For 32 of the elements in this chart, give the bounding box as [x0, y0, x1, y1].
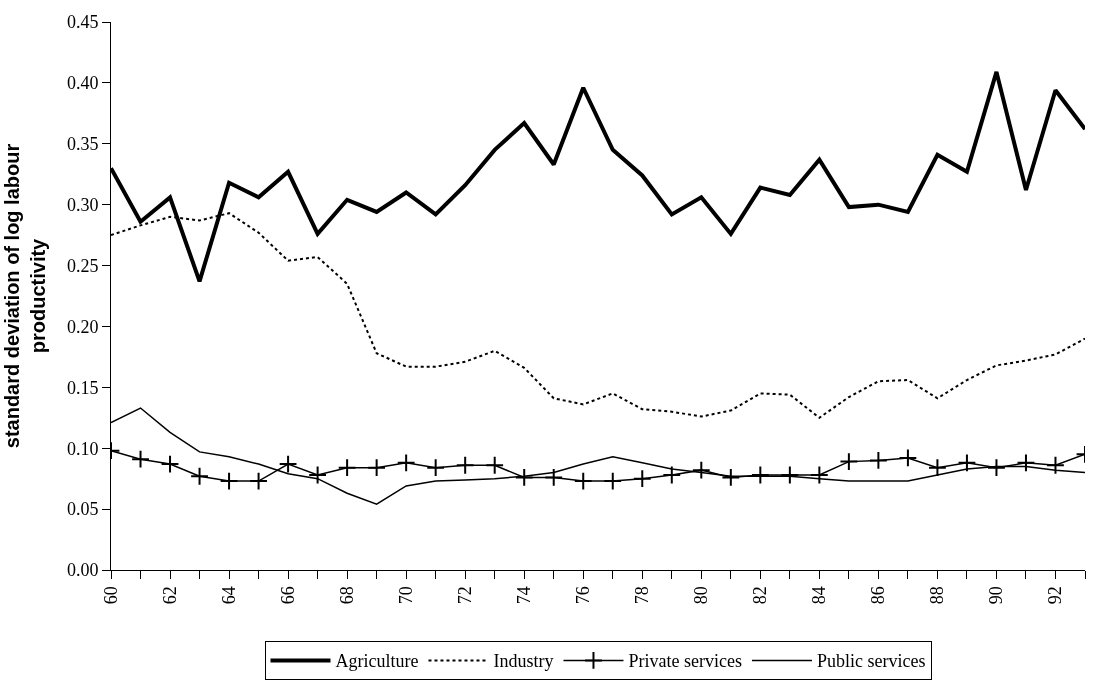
y-tick-label: 0.35 — [66, 134, 99, 155]
x-tick-label: 92 — [1045, 586, 1066, 605]
y-tick-label: 0.30 — [66, 194, 99, 215]
x-tick-label: 64 — [218, 586, 239, 605]
y-axis-title: standard deviation of log labour productivity — [1, 143, 50, 449]
x-tick-label: 70 — [396, 586, 416, 605]
x-tick-label: 72 — [455, 586, 476, 605]
legend-label: Private services — [628, 651, 742, 672]
x-tick-label: 68 — [336, 586, 357, 605]
y-tick-label: 0.45 — [66, 12, 99, 33]
x-tick-label: 80 — [691, 586, 712, 605]
y-tick-label: 0.00 — [66, 560, 99, 581]
x-tick-label: 82 — [750, 586, 771, 605]
x-tick-label: 66 — [277, 586, 298, 605]
y-tick-label: 0.10 — [66, 438, 99, 459]
x-tick-label: 84 — [809, 586, 830, 605]
y-tick-label: 0.20 — [66, 316, 99, 337]
x-tick-label: 78 — [632, 586, 653, 605]
x-tick-label: 88 — [927, 586, 948, 605]
x-tick-label: 76 — [573, 586, 594, 605]
x-tick-label: 60 — [100, 586, 121, 605]
y-tick-label: 0.05 — [66, 499, 99, 520]
y-tick-label: 0.15 — [66, 377, 99, 398]
x-tick-label: 86 — [868, 586, 889, 605]
legend-label: Industry — [493, 651, 554, 672]
x-tick-label: 62 — [159, 586, 180, 605]
y-tick-label: 0.25 — [66, 255, 99, 276]
x-tick-label: 90 — [986, 586, 1007, 605]
legend-label: Agriculture — [335, 651, 419, 672]
x-tick-label: 74 — [514, 586, 535, 605]
legend-label: Public services — [816, 651, 926, 672]
y-tick-label: 0.40 — [66, 73, 99, 94]
